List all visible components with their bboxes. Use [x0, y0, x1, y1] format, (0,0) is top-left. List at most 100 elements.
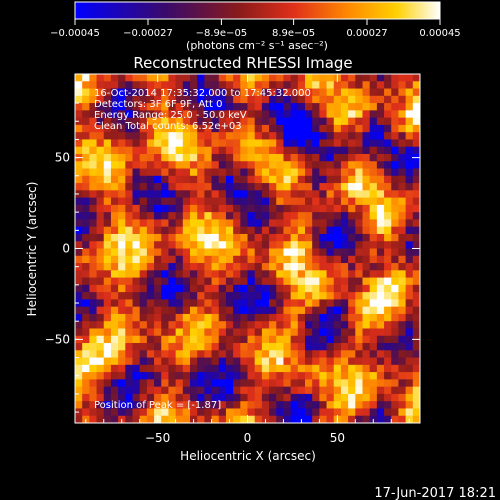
heatmap-cell [118, 103, 126, 111]
heatmap-cell [218, 81, 227, 90]
heatmap-cell [139, 226, 148, 235]
heatmap-cell [110, 132, 119, 140]
heatmap-cell [405, 350, 414, 359]
heatmap-cell [412, 343, 421, 351]
heatmap-cell [276, 168, 284, 177]
heatmap-cell [412, 212, 421, 220]
heatmap-cell [384, 350, 392, 359]
heatmap-cell [233, 328, 241, 337]
heatmap-cell [175, 88, 184, 97]
heatmap-cell [312, 408, 320, 417]
heatmap-cell [355, 401, 363, 409]
heatmap-cell [290, 255, 299, 264]
heatmap-cell [297, 161, 306, 170]
heatmap-cell [326, 226, 335, 235]
heatmap-cell [161, 401, 169, 409]
heatmap-cell [132, 74, 141, 82]
heatmap-cell [75, 328, 83, 337]
heatmap-cell [297, 306, 306, 315]
heatmap-cell [319, 226, 328, 235]
heatmap-cell [175, 248, 184, 257]
heatmap-cell [168, 401, 177, 409]
heatmap-cell [333, 343, 342, 351]
heatmap-cell [197, 292, 205, 300]
heatmap-cell [369, 95, 378, 104]
heatmap-cell [269, 306, 277, 315]
heatmap-cell [154, 335, 162, 344]
heatmap-cell [103, 110, 112, 119]
heatmap-cell [182, 393, 191, 402]
heatmap-cell [355, 277, 363, 286]
heatmap-cell [161, 124, 169, 133]
heatmap-cell [269, 415, 277, 424]
heatmap-cell [82, 74, 90, 82]
heatmap-cell [110, 233, 119, 242]
heatmap-cell [110, 263, 119, 271]
heatmap-cell [146, 313, 155, 322]
heatmap-cell [139, 153, 148, 162]
heatmap-cell [225, 204, 234, 213]
heatmap-cell [96, 357, 105, 366]
heatmap-cell [82, 161, 90, 170]
heatmap-cell [197, 212, 205, 220]
heatmap-cell [197, 146, 205, 155]
heatmap-cell [384, 117, 392, 126]
heatmap-cell [190, 292, 198, 300]
heatmap-cell [348, 401, 356, 409]
heatmap-cell [405, 190, 414, 199]
heatmap-cell [269, 321, 277, 329]
heatmap-cell [247, 241, 256, 249]
heatmap-cell [391, 328, 399, 337]
heatmap-cell [384, 263, 392, 271]
heatmap-cell [362, 132, 371, 140]
heatmap-cell [146, 212, 155, 220]
heatmap-cell [233, 393, 241, 402]
heatmap-cell [175, 139, 184, 148]
heatmap-cell [384, 241, 392, 249]
heatmap-cell [369, 139, 378, 148]
heatmap-cell [269, 139, 277, 148]
heatmap-cell [376, 212, 385, 220]
heatmap-cell [261, 364, 270, 373]
heatmap-cell [355, 328, 363, 337]
heatmap-cell [233, 313, 241, 322]
heatmap-cell [240, 357, 248, 366]
heatmap-cell [269, 226, 277, 235]
heatmap-cell [225, 175, 234, 184]
heatmap-cell [405, 124, 414, 133]
heatmap-cell [254, 350, 263, 359]
heatmap-cell [269, 379, 277, 388]
heatmap-cell [254, 321, 263, 329]
heatmap-cell [82, 219, 90, 228]
heatmap-cell [405, 168, 414, 177]
heatmap-cell [197, 95, 205, 104]
heatmap-cell [312, 357, 320, 366]
heatmap-cell [362, 270, 371, 279]
heatmap-cell [118, 372, 126, 380]
heatmap-cell [75, 248, 83, 257]
heatmap-cell [398, 88, 407, 97]
heatmap-cell [211, 233, 220, 242]
heatmap-cell [376, 183, 385, 191]
heatmap-cell [211, 277, 220, 286]
heatmap-cell [384, 313, 392, 322]
heatmap-cell [376, 74, 385, 82]
heatmap-cell [412, 74, 421, 82]
heatmap-cell [348, 88, 356, 97]
heatmap-cell [376, 153, 385, 162]
heatmap-cell [197, 357, 205, 366]
heatmap-cell [405, 74, 414, 82]
heatmap-cell [261, 263, 270, 271]
heatmap-cell [355, 226, 363, 235]
heatmap-cell [175, 284, 184, 293]
heatmap-cell [211, 95, 220, 104]
heatmap-cell [139, 197, 148, 206]
heatmap-cell [103, 103, 112, 111]
heatmap-cell [168, 81, 177, 90]
colorbar-tick-label: −0.00027 [123, 28, 173, 39]
heatmap-cell [118, 233, 126, 242]
heatmap-cell [391, 124, 399, 133]
heatmap-cell [218, 270, 227, 279]
heatmap-cell [218, 103, 227, 111]
heatmap-cell [240, 263, 248, 271]
